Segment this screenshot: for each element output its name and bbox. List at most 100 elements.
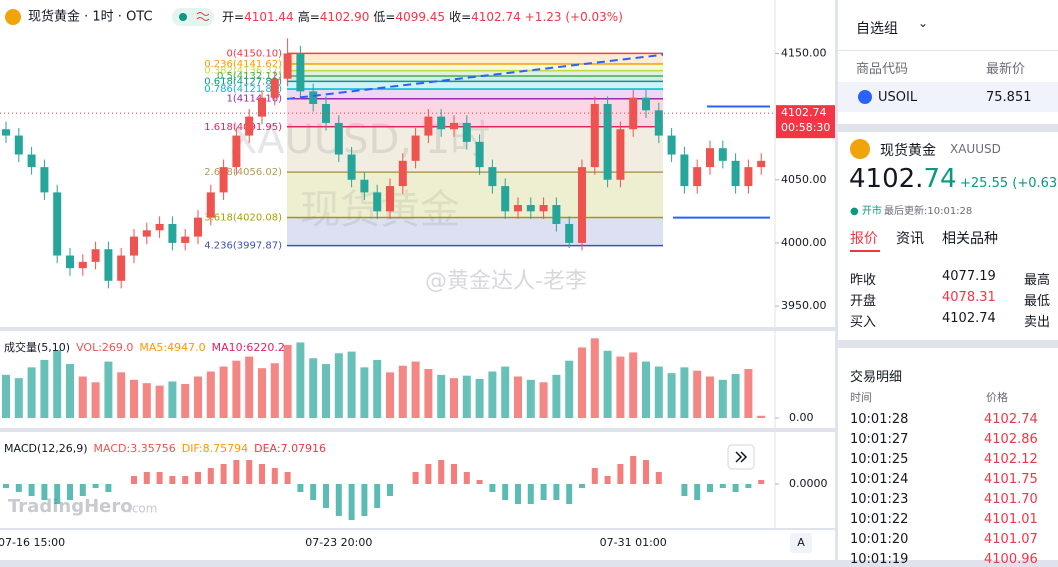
macd-bar xyxy=(719,484,726,488)
volume-bar xyxy=(66,364,74,418)
macd-bar xyxy=(694,484,701,500)
tab[interactable]: 资讯 xyxy=(896,231,924,247)
macd-bar xyxy=(105,484,112,492)
volume-bar xyxy=(667,373,676,418)
macd-bar xyxy=(169,476,176,484)
macd-bar xyxy=(489,484,496,492)
volume-bar xyxy=(2,374,10,418)
trade-time: 10:01:22 xyxy=(850,512,909,527)
macd-bar xyxy=(335,484,342,516)
pane-title-text: MACD(12,26,9) xyxy=(4,442,88,455)
fib-zone xyxy=(287,70,663,77)
pane-stat: MACD:3.35756 xyxy=(94,442,176,455)
trade-time: 10:01:27 xyxy=(850,432,909,447)
volume-bar xyxy=(706,376,714,418)
volume-bar xyxy=(40,359,49,418)
candle-body xyxy=(283,53,292,79)
volume-bar xyxy=(386,372,394,418)
volume-bar xyxy=(450,378,458,418)
candle-body xyxy=(309,91,318,104)
macd-bar xyxy=(54,484,61,504)
candle-body xyxy=(693,167,702,187)
stat-label: 昨收 xyxy=(850,273,877,288)
macd-bar xyxy=(323,484,329,508)
fib-zone xyxy=(287,217,663,246)
candle-body xyxy=(78,261,87,269)
price-tag xyxy=(776,105,835,139)
macd-bar xyxy=(41,484,48,500)
tab[interactable]: 报价 xyxy=(850,231,878,247)
candle-body xyxy=(232,135,241,168)
trade-price: 4102.86 xyxy=(984,432,1038,447)
fib-zone xyxy=(287,76,663,82)
macd-bar xyxy=(233,460,240,484)
watchlist-title[interactable]: 自选组 xyxy=(856,21,898,37)
dropdown-icon[interactable]: ⌄ xyxy=(918,16,929,30)
volume-bar xyxy=(360,367,369,418)
macd-bar xyxy=(745,484,752,488)
macd-bar xyxy=(207,468,214,484)
candle-body xyxy=(437,116,446,130)
volume-bar xyxy=(373,359,382,418)
scale-button[interactable] xyxy=(790,533,812,553)
trendline xyxy=(286,53,664,100)
candle-body xyxy=(360,179,369,193)
fib-zone xyxy=(287,89,663,99)
candle-body xyxy=(642,97,650,111)
macd-bar xyxy=(220,464,227,484)
volume-bar xyxy=(206,371,215,418)
x-tick-label: 07-31 01:00 xyxy=(600,536,667,549)
fib-label: 1(4114.16) xyxy=(226,94,282,105)
chart: XAUUSD, 1时 现货黄金 0(4150.10)0.236(4141.62)… xyxy=(0,0,835,560)
macd-bar xyxy=(156,472,163,484)
x-tick-label: 07-16 15:00 xyxy=(0,536,65,549)
ohlc-header: 开=4101.44 高=4102.90 低=4099.45 收=4102.74 +1.2… xyxy=(222,9,623,24)
trade-price: 4101.01 xyxy=(984,512,1038,527)
ohlc-change: +1.23 (+0.03%) xyxy=(525,10,623,24)
quote-name: 现货黄金 xyxy=(880,143,936,159)
fib-zone xyxy=(287,81,663,90)
y-tick-label: 4050.00 xyxy=(781,173,827,186)
macd-bar xyxy=(361,484,368,516)
volume-bar xyxy=(629,352,638,418)
pane-stat: DEA:7.07916 xyxy=(254,442,326,455)
tab[interactable]: 相关品种 xyxy=(942,231,998,247)
macd-bar xyxy=(655,472,662,484)
volume-bar xyxy=(78,376,87,418)
trade-time: 10:01:23 xyxy=(850,492,909,507)
y-tick-label: 0.00 xyxy=(789,411,814,424)
column-header: 商品代码 xyxy=(856,62,909,77)
macd-bar xyxy=(502,484,509,500)
candle-body xyxy=(40,167,49,193)
status-pill[interactable] xyxy=(172,8,214,26)
weibo-watermark: @黄金达人-老李 xyxy=(425,269,587,294)
market-status: ● 开市 xyxy=(850,206,882,217)
macd-bar xyxy=(92,484,99,488)
macd-bar xyxy=(579,484,585,488)
divider xyxy=(838,340,1058,348)
candle-body xyxy=(27,154,36,168)
candle-body xyxy=(450,122,458,130)
wave-icon xyxy=(196,12,210,21)
candle-body xyxy=(565,223,574,243)
stat-label: 最低 xyxy=(1024,294,1051,309)
ohlc-label: 收= xyxy=(449,10,471,24)
macd-bar xyxy=(131,476,137,484)
pane-stat: MA5:4947.0 xyxy=(139,341,205,354)
volume-bar xyxy=(334,353,343,418)
volume-bar xyxy=(616,356,625,418)
volume-bar xyxy=(296,342,305,418)
candle-body xyxy=(91,249,100,262)
macd-bar xyxy=(143,472,150,484)
watch-price: 75.851 xyxy=(986,90,1032,105)
trade-price: 4101.75 xyxy=(984,472,1038,487)
macd-bar xyxy=(348,484,355,520)
candle-body xyxy=(219,167,228,193)
candle-body xyxy=(181,236,190,243)
macd-bar xyxy=(271,468,278,484)
volume-bar xyxy=(14,378,23,418)
watch-row[interactable] xyxy=(838,82,1058,112)
candle-body xyxy=(296,53,305,92)
volume-bar xyxy=(501,366,510,418)
